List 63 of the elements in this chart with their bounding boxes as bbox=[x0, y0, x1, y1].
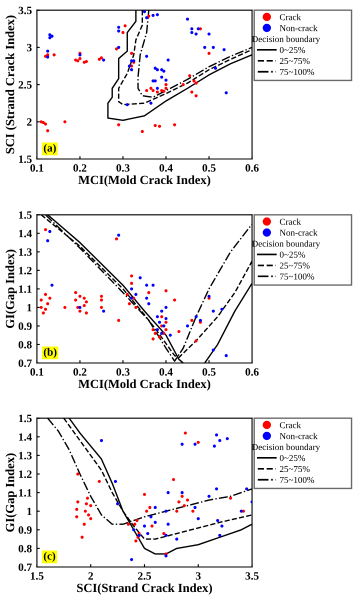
y-tick-label: 1.3 bbox=[19, 248, 32, 256]
annotation: (b) bbox=[44, 348, 56, 358]
x-tick-label: 0.3 bbox=[116, 164, 130, 172]
x-tick-label: 3 bbox=[196, 572, 201, 580]
x-tick-label: 0.1 bbox=[30, 368, 44, 376]
x-tick-label: 0.5 bbox=[202, 368, 216, 376]
legend-label: 75~100% bbox=[280, 274, 314, 280]
y-tick-label: 1.4 bbox=[19, 433, 32, 441]
legend-label: 0~25% bbox=[280, 47, 306, 54]
legend-label: Crack bbox=[280, 218, 302, 225]
x-tick-label: 2 bbox=[88, 572, 94, 580]
y-tick-label: 1.2 bbox=[19, 470, 32, 478]
y-tick-label: 2.5 bbox=[18, 81, 32, 89]
x-axis-title: MCI(Mold Crack Index) bbox=[78, 379, 210, 391]
x-tick-label: 0.2 bbox=[73, 164, 86, 172]
y-tick-label: 0.8 bbox=[18, 340, 32, 348]
y-tick-label: 1 bbox=[27, 508, 32, 516]
y-tick-label: 0.9 bbox=[18, 526, 32, 534]
y-tick-label: 1.4 bbox=[19, 230, 32, 238]
y-tick-label: 0.8 bbox=[18, 544, 32, 552]
legend-label: Crack bbox=[280, 14, 302, 20]
y-tick-label: 2 bbox=[26, 118, 32, 126]
legend-label: 75~100% bbox=[280, 476, 314, 484]
legend-label: Non-crack bbox=[280, 229, 318, 236]
legend-label: 0~25% bbox=[280, 455, 306, 462]
y-tick-label: 1.1 bbox=[19, 285, 32, 293]
y-tick-label: 1.5 bbox=[19, 414, 32, 422]
y-tick-label: 1.3 bbox=[19, 452, 32, 460]
annotation: (a) bbox=[44, 144, 56, 154]
y-tick-label: 3.5 bbox=[18, 6, 32, 14]
x-tick-label: 0.6 bbox=[246, 164, 259, 172]
legend-label: 25~75% bbox=[280, 58, 310, 64]
y-axis-title: GI(Gap Index) bbox=[5, 250, 17, 328]
y-tick-label: 3 bbox=[26, 44, 32, 52]
y-axis-title: GI(Gap Index) bbox=[5, 453, 17, 532]
x-tick-label: 0.3 bbox=[116, 368, 130, 376]
legend-label: Non-crack bbox=[280, 24, 318, 32]
x-tick-label: 0.1 bbox=[30, 164, 44, 172]
y-tick-label: 0.7 bbox=[18, 359, 32, 368]
x-tick-label: 0.5 bbox=[202, 164, 216, 172]
y-tick-label: 1 bbox=[27, 304, 32, 312]
annotation: (c) bbox=[44, 552, 56, 562]
x-tick-label: 0.4 bbox=[159, 368, 173, 376]
x-tick-label: 2.5 bbox=[138, 572, 152, 580]
x-tick-label: 0.4 bbox=[159, 164, 173, 172]
y-tick-label: 1.1 bbox=[19, 489, 32, 497]
legend-label: 25~75% bbox=[280, 262, 310, 269]
legend-label: 75~100% bbox=[280, 68, 314, 76]
legend-label: 0~25% bbox=[280, 252, 306, 258]
x-axis-title: MCI(Mold Crack Index) bbox=[78, 175, 210, 187]
y-tick-label: 1.5 bbox=[19, 156, 32, 164]
x-tick-label: 0.6 bbox=[246, 368, 259, 376]
x-tick-label: 3.5 bbox=[246, 572, 259, 580]
y-tick-label: 1.2 bbox=[19, 266, 32, 274]
legend-label: Crack bbox=[280, 422, 302, 428]
y-axis-title: SCI (Strand Crack Index) bbox=[5, 16, 17, 154]
y-tick-label: 0.9 bbox=[18, 322, 32, 330]
legend-label: 25~75% bbox=[280, 466, 310, 472]
x-tick-label: 0.2 bbox=[73, 368, 86, 376]
legend-label: Non-crack bbox=[280, 432, 318, 440]
y-tick-label: 0.7 bbox=[18, 563, 32, 572]
x-axis-title: SCI(Strand Crack Index) bbox=[77, 583, 212, 595]
y-tick-label: 1.5 bbox=[19, 211, 32, 219]
